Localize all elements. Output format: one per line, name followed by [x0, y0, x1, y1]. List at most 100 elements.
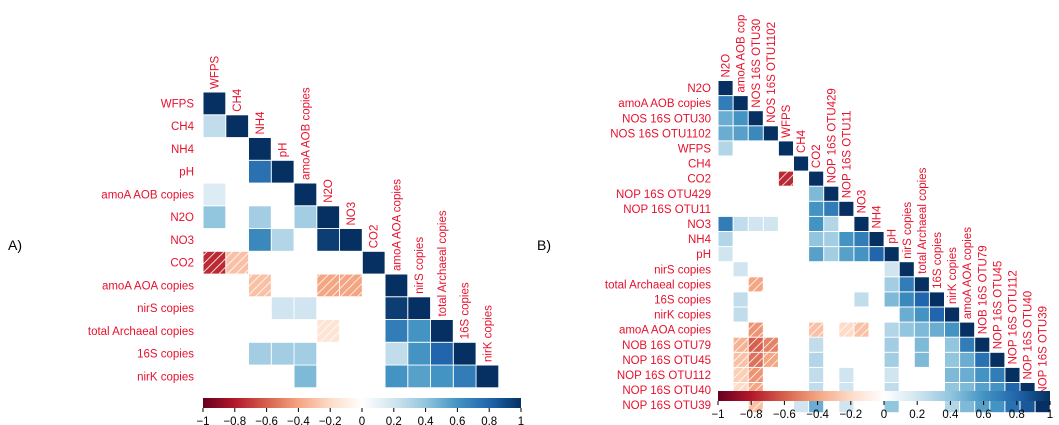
heatmap-cell [385, 297, 408, 320]
row-label: NH4 [171, 144, 195, 156]
heatmap-cell [249, 342, 271, 365]
heatmap-cell [340, 229, 362, 251]
colorbar-tick-label: 1 [1047, 409, 1053, 421]
heatmap-cell [203, 115, 226, 138]
row-label: CO2 [687, 174, 711, 186]
negative-hatch [748, 337, 763, 352]
colorbar-tick-label: 0.8 [1009, 409, 1025, 421]
heatmap-cell [960, 367, 975, 382]
heatmap-cell [718, 247, 733, 262]
heatmap-cell [899, 307, 914, 322]
heatmap-cell [249, 229, 271, 251]
row-label: NOP 16S OTU112 [617, 370, 711, 382]
heatmap-cell [975, 398, 990, 413]
row-label: NOP 16S OTU45 [622, 355, 711, 367]
heatmap-cell [914, 352, 929, 367]
heatmap-cell [854, 216, 869, 231]
colorbar-tick-label: 0.4 [418, 416, 435, 425]
negative-hatch [203, 251, 226, 274]
heatmap-cell [431, 320, 453, 342]
heatmap-cell [203, 206, 226, 229]
heatmap-cell [929, 307, 944, 322]
row-label: total Archaeal copies [605, 279, 711, 291]
column-label: pH [278, 143, 290, 158]
row-label: 16S copies [137, 349, 194, 361]
colorbar-tick-label: 0.6 [449, 416, 465, 425]
row-label: amoA AOA copies [102, 280, 194, 292]
negative-hatch [226, 251, 249, 274]
heatmap-cell [914, 292, 929, 307]
heatmap-cell [960, 322, 975, 337]
negative-hatch [763, 337, 778, 352]
row-label: NOP 16S OTU429 [616, 189, 711, 201]
heatmap-cell [1005, 398, 1020, 413]
column-label: WFPS [209, 55, 221, 89]
column-label: nirK copies [947, 247, 959, 304]
colorbar-tick-label: −0.8 [740, 409, 763, 421]
heatmap-cell [271, 342, 294, 365]
row-label: amoA AOA copies [619, 325, 711, 337]
heatmap-cell [317, 206, 340, 229]
colorbar-tick-label: 0.6 [976, 409, 992, 421]
colorbar-tick-label: 0.4 [942, 409, 959, 421]
heatmap-cell [408, 365, 431, 388]
row-label: NOP 16S OTU39 [622, 400, 711, 412]
heatmap-cell [960, 398, 975, 413]
negative-hatch [249, 274, 271, 297]
column-label: total Archaeal copies [437, 210, 449, 316]
column-label: NOP 16S OTU11 [841, 111, 853, 199]
heatmap-cell [294, 365, 317, 388]
negative-hatch [733, 352, 748, 367]
column-label: CO2 [369, 225, 381, 249]
column-label: NO3 [857, 190, 869, 214]
heatmap-cell [884, 352, 899, 367]
heatmap-cell [824, 201, 839, 216]
heatmap-cell [839, 247, 854, 262]
heatmap-cell [431, 365, 453, 388]
heatmap-cell [884, 277, 899, 292]
heatmap-cell [975, 337, 990, 352]
heatmap-cell [317, 229, 340, 251]
column-label: total Archaeal copies [917, 167, 929, 273]
heatmap-cell [824, 247, 839, 262]
row-label: total Archaeal copies [88, 326, 194, 338]
negative-hatch [733, 337, 748, 352]
heatmap-cell [733, 307, 748, 322]
column-label: NOB 16S OTU79 [977, 245, 989, 334]
column-label: WFPS [781, 104, 793, 138]
heatmap-cell [839, 367, 854, 382]
heatmap-cell [476, 365, 499, 388]
heatmap-cell [408, 297, 431, 320]
colorbar-tick-label: −0.4 [287, 416, 310, 425]
heatmap-cell [294, 297, 317, 320]
heatmap-cell [271, 229, 294, 251]
column-label: nirS copies [414, 237, 426, 294]
column-label: nirS copies [902, 202, 914, 259]
heatmap-cell [884, 262, 899, 277]
heatmap-cell [385, 342, 408, 365]
heatmap-cell [778, 141, 793, 156]
heatmap-cell [839, 232, 854, 247]
heatmap-cell [884, 292, 899, 307]
colorbar-tick-label: −1 [711, 409, 724, 421]
column-label: NOS 16S OTU30 [751, 19, 763, 108]
heatmap-cell [809, 398, 824, 413]
negative-hatch [763, 352, 778, 367]
negative-hatch [317, 320, 340, 342]
row-label: CH4 [688, 159, 712, 171]
row-label: NOS 16S OTU30 [622, 113, 711, 125]
heatmap-cell [869, 247, 884, 262]
heatmap-cell [945, 322, 960, 337]
row-label: pH [696, 249, 711, 261]
colorbar-tick-label: 0 [359, 416, 365, 425]
heatmap-cell [824, 216, 839, 231]
heatmap-cell [809, 232, 824, 247]
heatmap-cell [1005, 367, 1020, 382]
heatmap-cell [884, 322, 899, 337]
heatmap-cell [748, 216, 763, 231]
heatmap-cell [362, 251, 385, 274]
heatmap-cell [884, 367, 899, 382]
colorbar-tick-label: −0.6 [773, 409, 796, 421]
heatmap-cell [809, 352, 824, 367]
